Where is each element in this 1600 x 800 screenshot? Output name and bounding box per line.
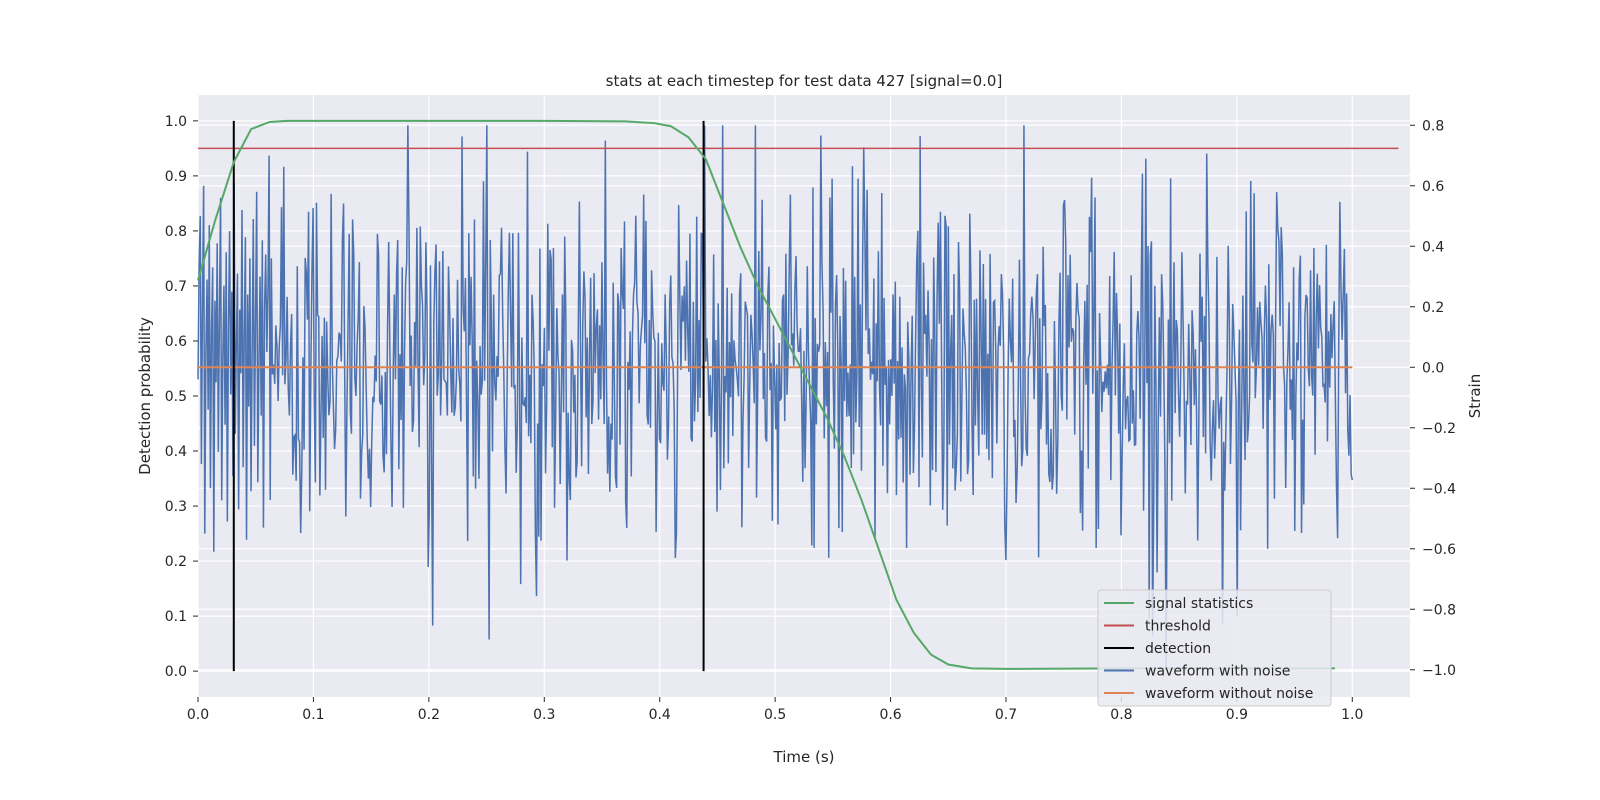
y-tick-label-right: 0.6 bbox=[1422, 179, 1444, 195]
y-tick-label-left: 0.4 bbox=[165, 444, 187, 460]
x-tick-label: 0.4 bbox=[649, 707, 671, 723]
axes-layer: 0.0 0.1 0.2 0.3 0.4 0.5 0.6 0.7 0.8 0.9 1.0 0.0 0.1 0… bbox=[165, 114, 1456, 723]
x-tick-label: 0.3 bbox=[533, 707, 555, 723]
x-tick-label: 0.2 bbox=[418, 707, 440, 723]
y-tick-label-left: 0.2 bbox=[165, 554, 187, 570]
x-tick-label: 0.9 bbox=[1226, 707, 1248, 723]
y-tick-label-right: −0.6 bbox=[1422, 542, 1456, 558]
series-line-signal-statistics bbox=[197, 119, 1335, 670]
legend-entry-label: signal statistics bbox=[1145, 596, 1253, 612]
y-tick-label-left: 0.7 bbox=[165, 279, 187, 295]
y-tick-label-left: 0.0 bbox=[165, 664, 187, 680]
y-tick-label-right: −0.2 bbox=[1422, 421, 1456, 437]
legend: signal statistics threshold detection wavef… bbox=[1097, 589, 1332, 707]
y-tick-label-right: 0.2 bbox=[1422, 300, 1444, 316]
y-tick-label-left: 0.8 bbox=[165, 224, 187, 240]
series-layer bbox=[197, 119, 1399, 672]
y-tick-label-left: 1.0 bbox=[165, 114, 187, 130]
legend-box bbox=[1097, 589, 1332, 707]
y-tick-label-right: −0.4 bbox=[1422, 481, 1456, 497]
y-tick-label-right: −0.8 bbox=[1422, 602, 1456, 618]
y-tick-label-right: −1.0 bbox=[1422, 663, 1456, 679]
y-axis-label-left: Detection probability bbox=[136, 317, 154, 475]
x-tick-label: 0.5 bbox=[764, 707, 786, 723]
y-tick-label-right: 0.4 bbox=[1422, 239, 1444, 255]
legend-entry-label: threshold bbox=[1145, 619, 1211, 635]
x-axis-label: Time (s) bbox=[773, 748, 835, 766]
y-tick-label-left: 0.1 bbox=[165, 609, 187, 625]
y-tick-label-right: 0.0 bbox=[1422, 360, 1444, 376]
y-tick-label-left: 0.9 bbox=[165, 169, 187, 185]
x-tick-label: 1.0 bbox=[1341, 707, 1363, 723]
y-tick-label-left: 0.6 bbox=[165, 334, 187, 350]
x-tick-label: 0.7 bbox=[995, 707, 1017, 723]
y-tick-label-right: 0.8 bbox=[1422, 118, 1444, 134]
y-tick-label-left: 0.5 bbox=[165, 389, 187, 405]
x-tick-label: 0.6 bbox=[879, 707, 901, 723]
x-tick-label: 0.8 bbox=[1110, 707, 1132, 723]
chart-title: stats at each timestep for test data 427… bbox=[606, 72, 1003, 90]
y-axis-label-right: Strain bbox=[1466, 374, 1484, 418]
x-tick-label: 0.1 bbox=[302, 707, 324, 723]
y-tick-label-left: 0.3 bbox=[165, 499, 187, 515]
legend-entry-label: detection bbox=[1145, 641, 1211, 657]
x-tick-label: 0.0 bbox=[187, 707, 209, 723]
legend-entry-label: waveform without noise bbox=[1145, 686, 1313, 702]
legend-entry-label: waveform with noise bbox=[1145, 664, 1290, 680]
